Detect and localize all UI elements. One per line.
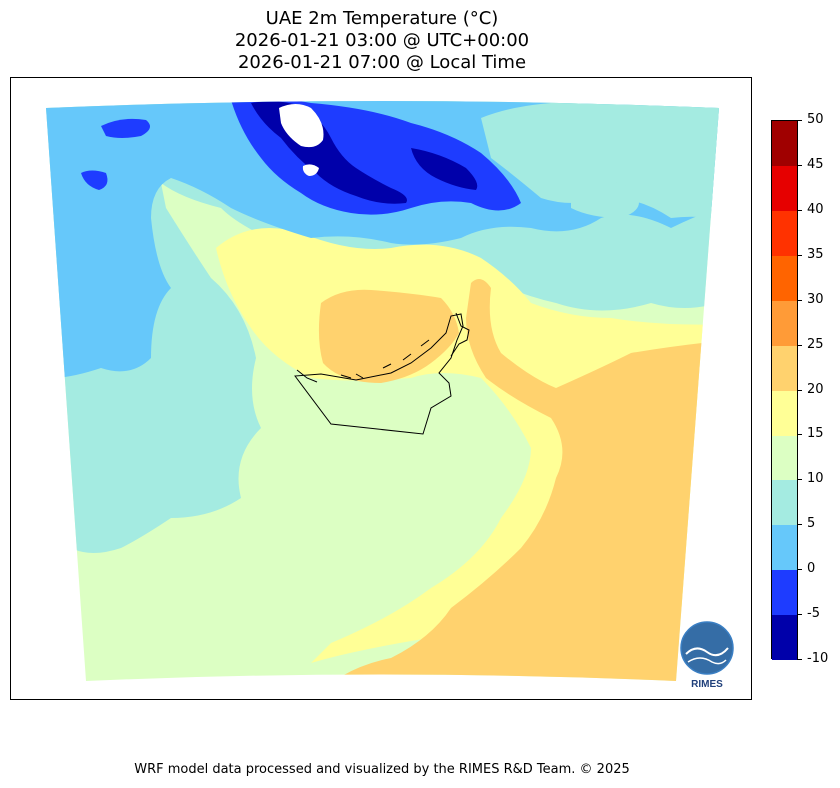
colorbar-tick-label: 35 xyxy=(807,246,824,262)
colorbar-segment xyxy=(772,345,797,391)
colorbar-tick-label: 15 xyxy=(807,426,824,442)
colorbar-segment xyxy=(772,570,797,616)
colorbar-tick xyxy=(797,254,802,256)
map-title: UAE 2m Temperature (°C) xyxy=(265,8,499,29)
zone-snow-small xyxy=(302,164,319,176)
zone-warm-gulf xyxy=(318,289,459,383)
oman-musandam-border xyxy=(450,312,470,357)
colorbar-segment xyxy=(772,300,797,346)
colorbar-tick xyxy=(797,209,802,211)
colorbar-tick xyxy=(797,479,802,481)
colorbar-tick-label: 45 xyxy=(807,156,824,172)
zone-snow-cap xyxy=(279,104,324,148)
map-subtitle-utc: 2026-01-21 03:00 @ UTC+00:00 xyxy=(234,30,530,51)
colorbar-tick-label: -10 xyxy=(807,651,829,666)
colorbar-tick xyxy=(797,344,802,346)
colorbar-tick xyxy=(797,659,802,660)
colorbar-tick-label: 30 xyxy=(807,291,824,307)
map-frame xyxy=(10,77,752,700)
zone-cold-patch-west xyxy=(101,118,150,138)
colorbar-tick-label: 20 xyxy=(807,381,824,397)
uae-border xyxy=(294,313,464,435)
colorbar-segment xyxy=(772,165,797,211)
colorbar-tick-label: 40 xyxy=(807,201,824,217)
colorbar xyxy=(771,120,798,661)
colorbar-tick-label: 0 xyxy=(807,561,816,577)
colorbar-tick-label: 5 xyxy=(807,516,816,532)
colorbar-segment xyxy=(772,525,797,571)
colorbar-tick xyxy=(797,299,802,301)
colorbar-tick-label: 25 xyxy=(807,336,824,352)
rimes-logo-text: RIMES xyxy=(691,679,723,690)
zone-cold-patch-small xyxy=(81,170,108,190)
footer-credit: WRF model data processed and visualized … xyxy=(134,762,630,777)
zone-cool-mild-patch xyxy=(571,180,639,218)
colorbar-tick xyxy=(797,614,802,616)
colorbar-segment xyxy=(772,480,797,526)
rimes-globe-logo-icon: RIMES xyxy=(680,621,734,690)
colorbar-tick-label: -5 xyxy=(807,606,820,622)
colorbar-segment xyxy=(772,390,797,436)
map-subtitle-local: 2026-01-21 07:00 @ Local Time xyxy=(237,52,527,73)
colorbar-tick xyxy=(797,389,802,391)
colorbar-segment xyxy=(772,255,797,301)
zone-warm-arabian-sea xyxy=(311,279,719,681)
colorbar-segment xyxy=(772,121,797,166)
colorbar-tick xyxy=(797,434,802,436)
colorbar-segment xyxy=(772,210,797,256)
uae-coast-islands xyxy=(296,339,430,383)
colorbar-tick xyxy=(797,524,802,526)
colorbar-tick xyxy=(797,164,802,166)
colorbar-tick xyxy=(797,120,802,121)
colorbar-segment xyxy=(772,615,797,661)
colorbar-tick xyxy=(797,569,802,571)
colorbar-segment xyxy=(772,435,797,481)
zone-very-cold-ridge xyxy=(411,148,478,190)
zone-cool-mild-iran xyxy=(481,102,719,228)
colorbar-tick-label: 10 xyxy=(807,471,824,487)
colorbar-tick-label: 50 xyxy=(807,112,824,127)
temperature-map xyxy=(46,101,719,681)
